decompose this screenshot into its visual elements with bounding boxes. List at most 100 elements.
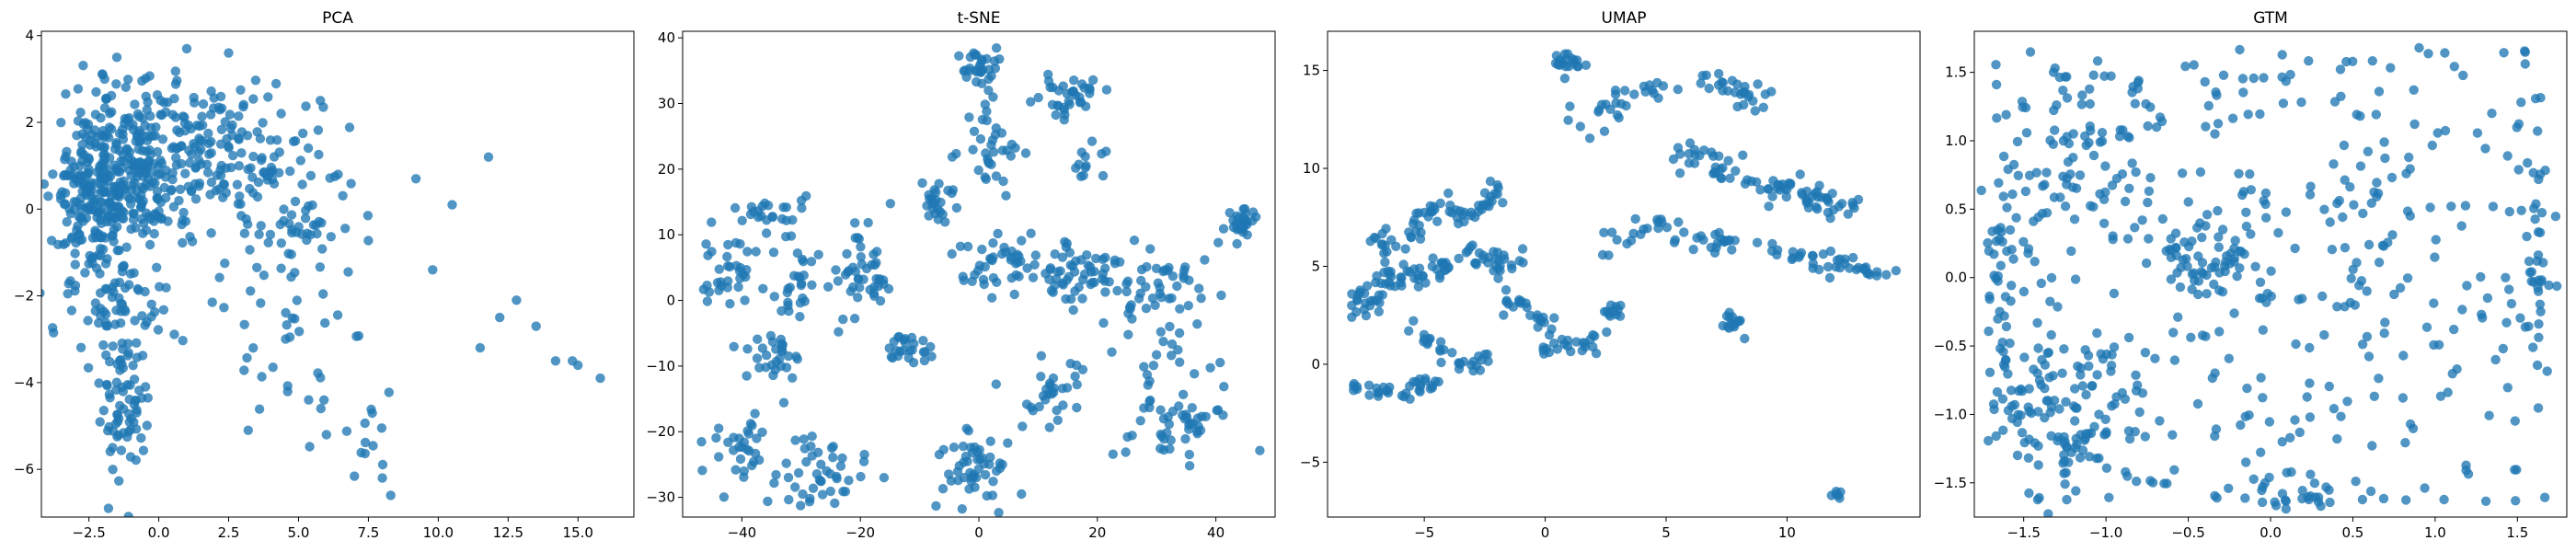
gtm-point [2043, 509, 2053, 517]
pca-point [197, 111, 207, 121]
gtm-point [2145, 476, 2156, 486]
gtm-point [2081, 389, 2091, 400]
gtm-point [2236, 247, 2247, 257]
umap-point [1590, 331, 1600, 341]
tsne-point [1076, 79, 1087, 89]
tsne-point [766, 360, 777, 370]
gtm-point [2235, 263, 2245, 273]
tsne-point [1135, 288, 1145, 298]
umap-point [1372, 270, 1382, 282]
gtm-point [2024, 488, 2034, 499]
tsne-point [1017, 489, 1027, 500]
tsne-point [957, 504, 967, 514]
umap-point [1398, 259, 1409, 270]
gtm-point [2342, 397, 2352, 407]
gtm-point [2535, 299, 2546, 309]
gtm-point [2480, 496, 2491, 506]
gtm-point [1998, 151, 2009, 162]
umap-point [1419, 329, 1430, 339]
pca-point [253, 177, 264, 188]
tsne-point [988, 92, 998, 102]
gtm-point [2099, 218, 2110, 228]
gtm-point [2045, 296, 2055, 306]
tsne-y-axis: −30 −20 −10 0 10 20 30 40 [646, 29, 683, 506]
tsne-point [1048, 373, 1059, 384]
umap-point [1835, 487, 1846, 497]
gtm-point [2327, 245, 2338, 255]
gtm-point [2305, 378, 2315, 388]
tsne-point [1034, 401, 1044, 412]
gtm-point [2363, 146, 2374, 156]
pca-point [116, 298, 126, 309]
pca-point [279, 215, 289, 226]
tsne-point [1051, 109, 1061, 121]
tsne-point [1123, 329, 1133, 339]
gtm-point [2108, 235, 2118, 245]
pca-point [360, 418, 370, 429]
umap-point [1730, 236, 1740, 246]
gtm-point [2534, 174, 2544, 185]
pca-point [258, 118, 268, 128]
umap-point [1349, 378, 1359, 389]
tsne-point [1006, 252, 1017, 262]
gtm-point [2092, 328, 2102, 339]
tsne-point [807, 280, 817, 290]
tsne-point [838, 314, 848, 325]
tsne-point [1087, 75, 1098, 86]
pca-point [321, 430, 331, 440]
umap-point [1483, 258, 1493, 268]
pca-point [595, 373, 605, 384]
tsne-point [828, 453, 838, 463]
pca-point [315, 262, 326, 272]
tsne-point [722, 282, 732, 293]
tsne-point [799, 434, 809, 444]
umap-point [1457, 210, 1468, 220]
gtm-point [2374, 258, 2385, 268]
pca-point [145, 111, 155, 121]
pca-point [495, 312, 505, 323]
tsne-point [745, 419, 756, 429]
gtm-point [2070, 416, 2080, 426]
pca-point [180, 216, 191, 226]
pca-ytick-label: −4 [14, 374, 34, 391]
gtm-point [2122, 234, 2133, 244]
tsne-point [737, 215, 747, 225]
gtm-point [2127, 158, 2137, 168]
tsne-xtick-label: −20 [845, 524, 875, 541]
pca-point [167, 167, 178, 178]
tsne-point [1053, 100, 1064, 111]
gtm-point [2211, 87, 2221, 98]
pca-point [314, 216, 324, 227]
gtm-point [2449, 62, 2459, 72]
umap-point [1599, 126, 1610, 136]
gtm-point [2281, 504, 2291, 514]
gtm-point [2229, 308, 2239, 318]
gtm-point [2236, 420, 2246, 431]
gtm-ytick-label: 1.0 [1945, 132, 1967, 149]
tsne-point [1049, 383, 1059, 393]
gtm-point [2456, 221, 2467, 231]
pca-point [85, 250, 95, 261]
tsne-point [990, 63, 1001, 74]
pca-xtick-label: 10.0 [423, 524, 454, 541]
tsne-points [696, 43, 1265, 517]
gtm-point [2488, 201, 2499, 212]
tsne-point [1165, 321, 1175, 332]
gtm-point [1984, 435, 1994, 446]
gtm-point [2097, 128, 2108, 138]
pca-point [246, 286, 256, 296]
tsne-point [739, 472, 749, 482]
umap-point [1620, 86, 1630, 96]
gtm-point [2062, 72, 2072, 82]
tsne-point [1036, 351, 1046, 361]
pca-xtick-label: 15.0 [563, 524, 593, 541]
pca-panel: PCA −2.5 0.0 2.5 5.0 7.5 10.0 12.5 15.0 −6 −4 −2 0… [14, 9, 635, 541]
tsne-point [1001, 190, 1011, 201]
gtm-point [2246, 229, 2256, 239]
gtm-point [2077, 90, 2087, 100]
tsne-point [1136, 275, 1146, 286]
pca-point [89, 194, 100, 204]
tsne-point [702, 296, 713, 306]
tsne-point [1091, 253, 1101, 264]
gtm-point [2018, 286, 2030, 297]
